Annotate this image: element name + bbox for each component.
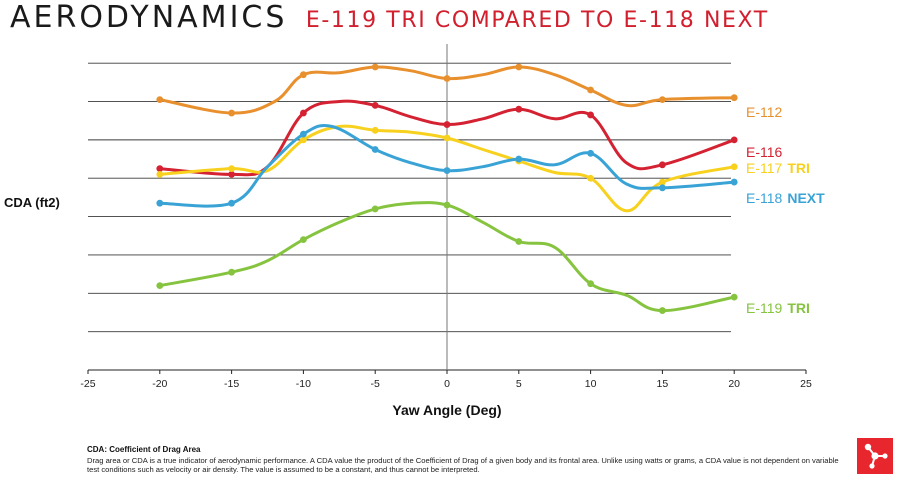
data-point-e-112 [228,109,236,117]
data-point-e-119-tri [587,280,594,288]
data-point-e-117-tri [730,163,738,171]
footnote: CDA: Coefficient of Drag Area Drag area … [87,445,847,475]
x-axis-label: Yaw Angle (Deg) [392,402,501,418]
x-tick-label: 10 [585,378,597,390]
data-point-e-118-next [730,178,738,186]
data-point-e-116 [730,136,738,144]
data-point-e-119-tri [371,205,379,213]
chart-header: AERODYNAMICS E-119 TRI COMPARED TO E-118… [10,0,769,35]
data-point-e-112 [443,75,451,82]
data-point-e-119-tri [659,307,666,314]
x-tick-label: 5 [516,378,522,390]
data-point-e-116 [156,165,164,173]
data-point-e-116 [371,101,379,109]
series-lines [156,63,738,314]
series-label-e-117-tri: E-117 TRI [746,160,810,176]
data-point-e-119-tri [300,236,307,244]
x-tick-label: 25 [800,378,812,390]
data-point-e-116 [300,109,307,117]
data-point-e-118-next [228,199,236,207]
series-label-e-118-next: E-118 NEXT [746,190,825,206]
data-point-e-118-next [659,184,666,192]
data-point-e-118-next [156,199,164,207]
x-tick-label: -5 [371,378,380,390]
data-point-e-117-tri [300,136,307,144]
data-point-e-112 [587,86,594,94]
data-point-e-117-tri [371,126,379,134]
data-point-e-112 [659,96,666,104]
data-point-e-116 [587,111,594,119]
data-point-e-117-tri [659,178,666,186]
data-point-e-119-tri [443,201,451,209]
x-tick-label: -20 [152,378,167,390]
data-point-e-112 [371,63,379,71]
data-point-e-112 [515,63,523,71]
data-point-e-117-tri [228,165,236,173]
data-point-e-119-tri [730,293,738,301]
data-point-e-112 [156,96,164,104]
series-label-e-112: E-112 [746,104,783,120]
data-point-e-119-tri [228,268,236,276]
data-point-e-117-tri [156,171,164,178]
series-label-e-116: E-116 [746,144,783,160]
x-tick-label: 15 [657,378,669,390]
series-label-e-119-tri: E-119 TRI [746,300,810,316]
x-tick-label: -25 [80,378,95,390]
page-subtitle: E-119 TRI COMPARED TO E-118 NEXT [305,8,769,33]
page-title: AERODYNAMICS [10,0,288,35]
data-point-e-116 [659,161,666,169]
data-point-e-118-next [587,149,594,157]
data-point-e-119-tri [156,282,164,290]
data-point-e-118-next [515,155,523,163]
y-axis-label: CDA (ft2) [4,195,60,210]
brand-logo [857,438,893,474]
molecule-icon [864,443,888,469]
data-point-e-116 [443,121,451,128]
data-point-e-118-next [443,167,451,174]
footnote-text: Drag area or CDA is a true indicator of … [87,455,839,475]
data-point-e-116 [228,171,236,178]
data-point-e-119-tri [515,238,523,245]
x-tick-label: 0 [444,378,450,390]
grid-lines [88,62,731,333]
x-tick-label: -15 [224,378,239,390]
data-point-e-116 [515,105,523,113]
data-point-e-112 [730,94,738,102]
x-tick-label: 20 [728,378,740,390]
data-point-e-117-tri [443,134,451,142]
footnote-title: CDA: Coefficient of Drag Area [87,445,201,454]
x-tick-label: -10 [296,378,311,390]
axes: -25 -20 -15 -10 -5 0 5 10 15 20 25 [80,44,812,390]
data-point-e-118-next [300,130,307,138]
line-chart: -25 -20 -15 -10 -5 0 5 10 15 20 25 E-112 E-116E-117… [4,44,825,418]
data-point-e-112 [300,71,307,79]
data-point-e-118-next [371,146,379,153]
data-point-e-117-tri [587,174,594,182]
